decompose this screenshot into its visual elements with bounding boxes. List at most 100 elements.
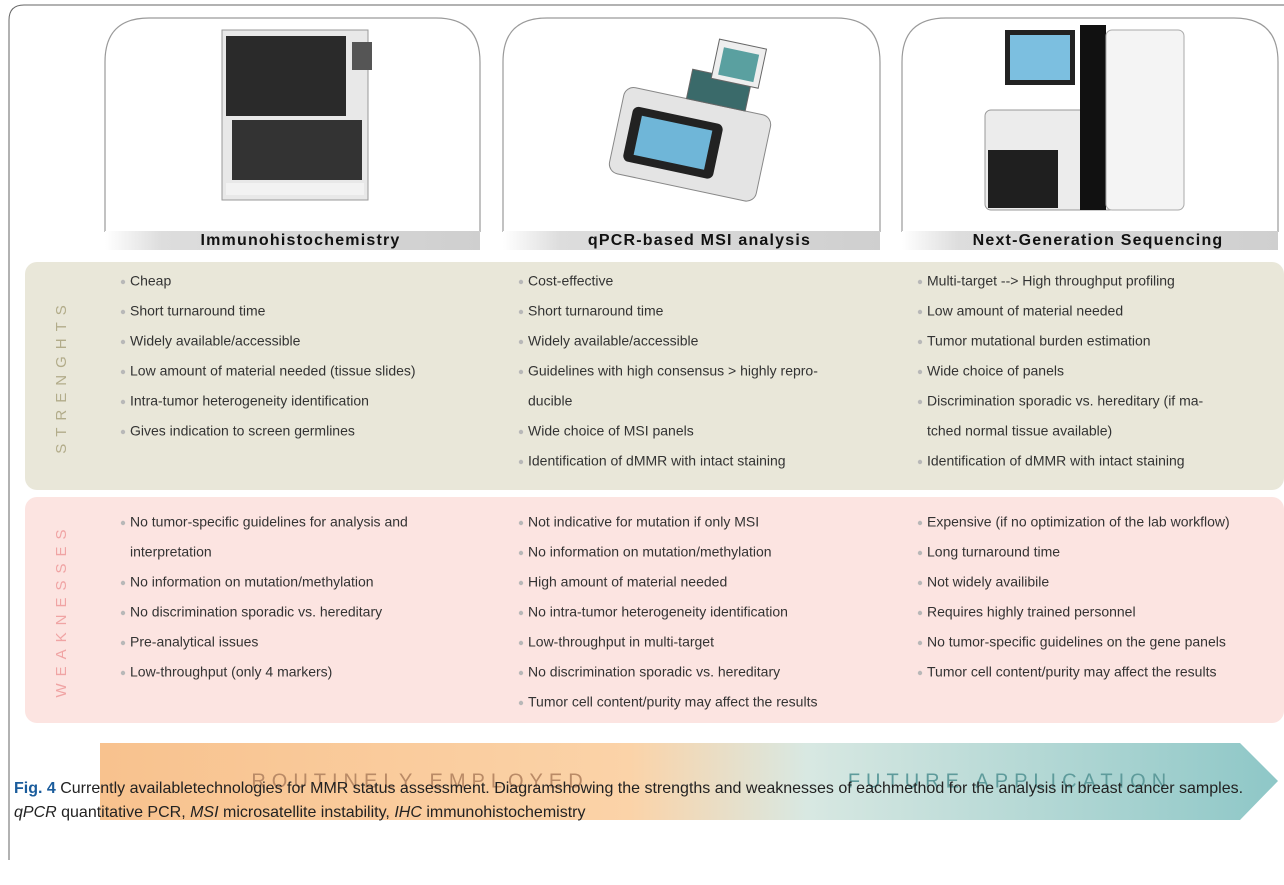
bullet	[120, 339, 126, 345]
bullet	[917, 339, 923, 345]
weaknesses-band	[25, 497, 1284, 723]
bullet	[917, 369, 923, 375]
bullet	[917, 459, 923, 465]
list-item: Tumor cell content/purity may affect the…	[927, 664, 1216, 680]
bullet	[917, 279, 923, 285]
bullet	[120, 369, 126, 375]
list-item: High amount of material needed	[528, 574, 727, 590]
bullet	[917, 309, 923, 315]
list-item: Intra-tumor heterogeneity identification	[130, 393, 369, 409]
list-item: Identification of dMMR with intact stain…	[927, 453, 1185, 469]
list-item: Requires highly trained personnel	[927, 604, 1136, 620]
list-item: Long turnaround time	[927, 544, 1060, 560]
list-item: Tumor mutational burden estimation	[927, 333, 1151, 349]
caption-text: IHC	[394, 804, 422, 821]
list-item: Pre-analytical issues	[130, 634, 258, 650]
bullet	[518, 670, 524, 676]
list-item: Multi-target --> High throughput profili…	[927, 273, 1175, 289]
list-item: No information on mutation/methylation	[528, 544, 772, 560]
bullet	[120, 279, 126, 285]
list-item: Cheap	[130, 273, 171, 289]
bullet	[518, 339, 524, 345]
caption: Fig. 4 Currently availabletechnologies f…	[14, 777, 1276, 825]
bullet	[518, 580, 524, 586]
bullet	[120, 670, 126, 676]
list-item: Widely available/accessible	[528, 333, 699, 349]
column-title: qPCR-based MSI analysis	[588, 232, 811, 249]
caption-label: Fig. 4	[14, 780, 56, 797]
frame	[8, 4, 1284, 860]
list-item: Wide choice of panels	[927, 363, 1064, 379]
list-item: No tumor-specific guidelines on the gene…	[927, 634, 1226, 650]
bullet	[917, 640, 923, 646]
bullet	[120, 429, 126, 435]
list-item: Expensive (if no optimization of the lab…	[927, 514, 1230, 530]
column-title: Immunohistochemistry	[200, 232, 400, 249]
list-item: interpretation	[130, 544, 212, 560]
bullet	[120, 640, 126, 646]
list-item: Low-throughput (only 4 markers)	[130, 664, 332, 680]
bullet	[518, 459, 524, 465]
column-title: Next-Generation Sequencing	[973, 232, 1224, 249]
strengths-label: STRENGHTS	[53, 298, 70, 454]
list-item: No intra-tumor heterogeneity identificat…	[528, 604, 788, 620]
list-item: Low-throughput in multi-target	[528, 634, 714, 650]
bullet	[518, 520, 524, 526]
caption-text: Currently availabletechnologies for MMR …	[55, 780, 1248, 797]
list-item: Short turnaround time	[528, 303, 664, 319]
bullet	[120, 580, 126, 586]
list-item: No tumor-specific guidelines for analysi…	[130, 514, 408, 530]
caption-text: immunohistochemistry	[421, 804, 586, 821]
strengths-band	[25, 262, 1284, 490]
qpcr-instrument	[608, 38, 772, 202]
ihc-instrument	[221, 29, 372, 201]
bullet	[518, 279, 524, 285]
list-item: Identification of dMMR with intact stain…	[528, 453, 786, 469]
list-item: Low amount of material needed (tissue sl…	[130, 363, 416, 379]
list-item: Tumor cell content/purity may affect the…	[528, 694, 817, 710]
list-item: No discrimination sporadic vs. hereditar…	[528, 664, 780, 680]
bullet	[120, 610, 126, 616]
list-item: Discrimination sporadic vs. hereditary (…	[927, 393, 1204, 409]
panels	[104, 17, 1279, 232]
list-item: Gives indication to screen germlines	[130, 423, 355, 439]
bullet	[917, 550, 923, 556]
bullet	[518, 610, 524, 616]
list-item: tched normal tissue available)	[927, 423, 1112, 439]
bullet	[518, 369, 524, 375]
list-item: No information on mutation/methylation	[130, 574, 374, 590]
bullet	[518, 700, 524, 706]
list-item: Cost-effective	[528, 273, 614, 289]
timeline-arrow	[100, 743, 1278, 820]
bullet	[917, 399, 923, 405]
bullet	[917, 610, 923, 616]
caption-text: quantitative PCR,	[56, 804, 191, 821]
list-item: Not indicative for mutation if only MSI	[528, 514, 759, 530]
bullet	[518, 429, 524, 435]
caption-text: microsatellite instability,	[218, 804, 395, 821]
weaknesses-label: WEAKNESSES	[53, 522, 70, 697]
bullet	[917, 670, 923, 676]
ngs-instrument	[984, 25, 1185, 211]
bullet	[917, 580, 923, 586]
arrow-left-label: ROUTINELY EMPLOYED	[251, 770, 588, 792]
bullet	[518, 550, 524, 556]
bullet	[120, 520, 126, 526]
list-item: No discrimination sporadic vs. hereditar…	[130, 604, 382, 620]
bullet	[120, 309, 126, 315]
list-item: Not widely availibile	[927, 574, 1049, 590]
bullet	[518, 640, 524, 646]
headers-bg	[105, 231, 1278, 250]
list-item: Widely available/accessible	[130, 333, 301, 349]
list-item: Low amount of material needed	[927, 303, 1123, 319]
bullet	[120, 399, 126, 405]
caption-text: MSI	[190, 804, 219, 821]
caption-text: qPCR	[14, 804, 57, 821]
list-item: Wide choice of MSI panels	[528, 423, 694, 439]
list-item: ducible	[528, 393, 573, 409]
bullet	[518, 309, 524, 315]
list-item: Guidelines with high consensus > highly …	[528, 363, 818, 379]
bullet	[917, 520, 923, 526]
